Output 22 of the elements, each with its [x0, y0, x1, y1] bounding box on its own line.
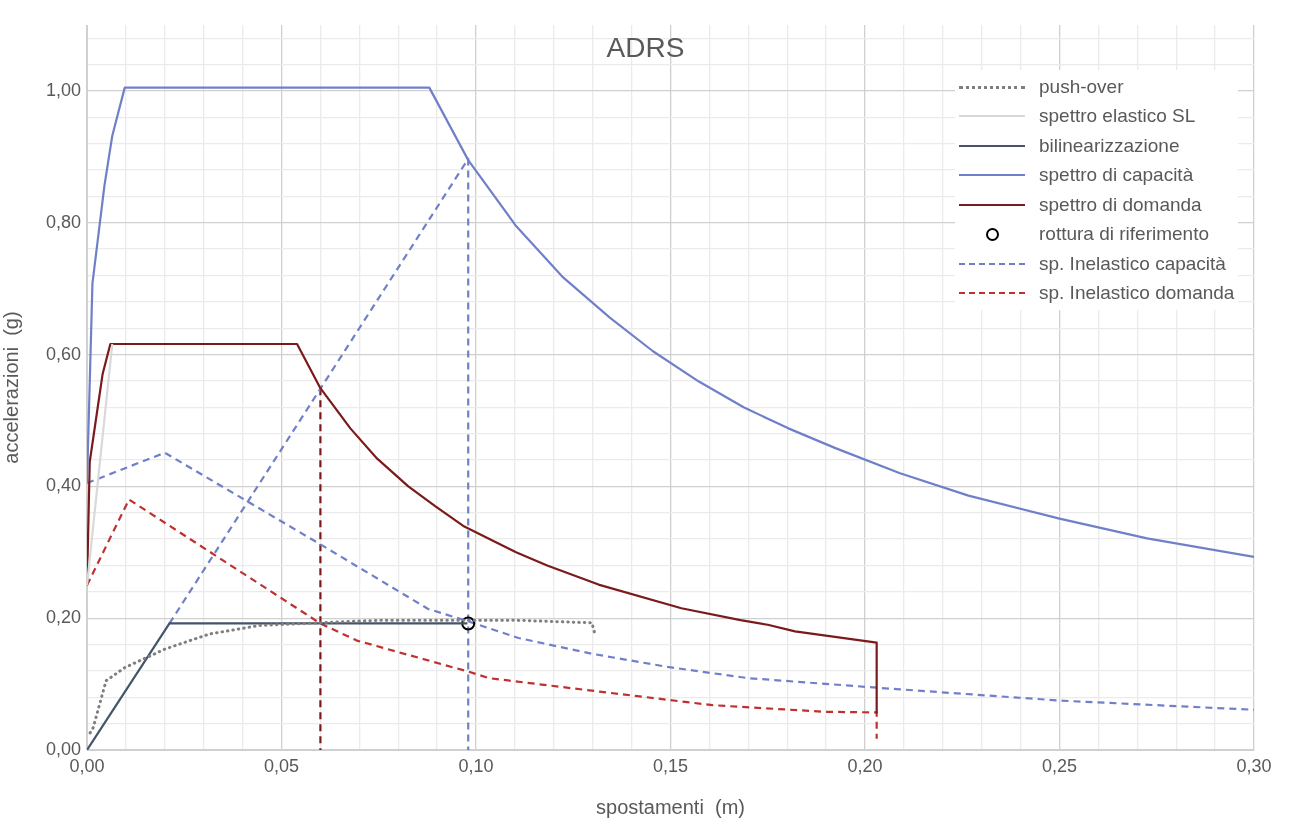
x-tick-label: 0,25	[1041, 755, 1078, 776]
legend-label: bilinearizzazione	[1039, 134, 1180, 157]
x-tick-label: 0,30	[1236, 755, 1272, 776]
chart-title: ADRS	[605, 32, 686, 64]
y-tick-label: 0,60	[45, 343, 81, 364]
legend-label: rottura di riferimento	[1039, 223, 1210, 246]
legend-label: spettro di capacità	[1039, 164, 1194, 187]
y-tick-label: 0,20	[45, 607, 81, 628]
legend-label: spettro elastico SL	[1039, 105, 1196, 128]
x-tick-label: 0,05	[263, 755, 300, 776]
y-axis-title: accelerazioni (g)	[0, 311, 22, 464]
legend-label: sp. Inelastico capacità	[1039, 252, 1226, 275]
x-axis-title: spostamenti (m)	[596, 795, 745, 818]
y-tick-label: 1,00	[45, 79, 81, 100]
x-tick-label: 0,20	[847, 755, 883, 776]
y-tick-label: 0,40	[45, 475, 81, 496]
y-tick-label: 0,80	[45, 211, 81, 232]
x-tick-label: 0,15	[652, 755, 689, 776]
x-tick-label: 0,10	[458, 755, 494, 776]
legend-label: sp. Inelastico domanda	[1039, 282, 1235, 305]
legend-label: push-over	[1039, 75, 1124, 98]
legend-label: spettro di domanda	[1039, 193, 1202, 216]
